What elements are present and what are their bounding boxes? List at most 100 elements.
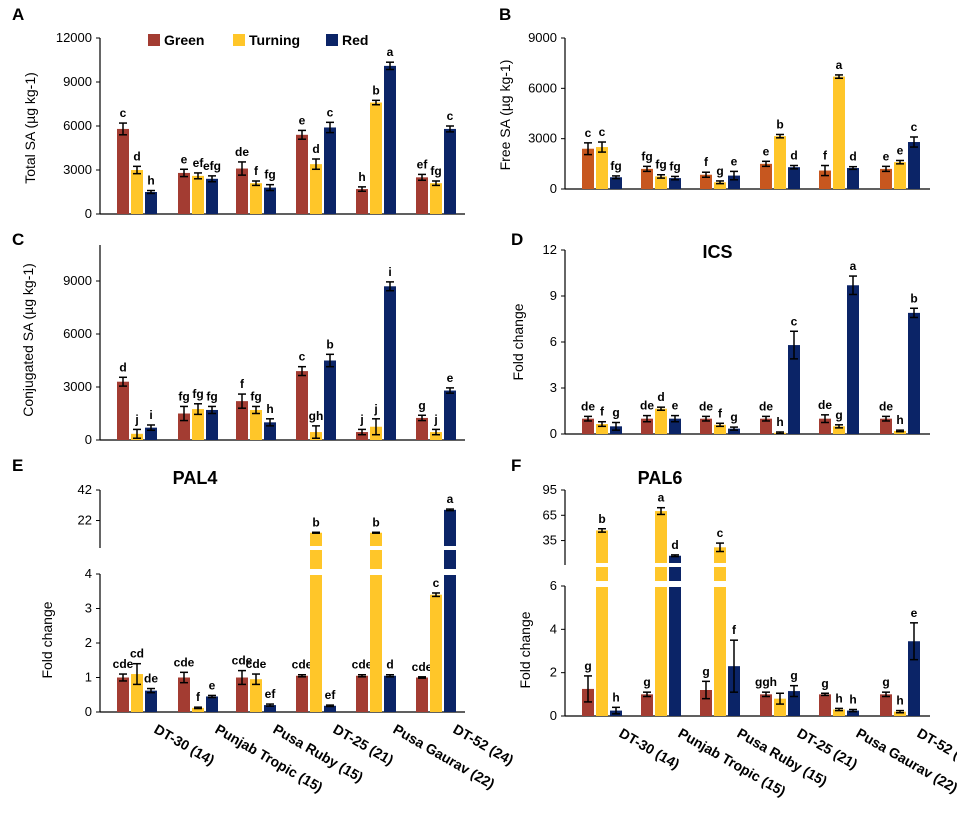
significance-letter: g [821, 676, 828, 690]
bar [430, 432, 442, 440]
bar [250, 679, 262, 712]
bar [728, 428, 740, 434]
significance-letter: g [730, 410, 737, 424]
significance-letter: f [240, 377, 245, 391]
y-tick-label: 0 [550, 708, 557, 723]
significance-letter: e [672, 399, 679, 413]
y-tick-label: 3 [85, 601, 92, 616]
bar [131, 170, 143, 214]
significance-letter: g [790, 669, 797, 683]
bar [908, 312, 920, 434]
significance-letter: i [388, 265, 391, 279]
significance-letter: h [835, 691, 842, 705]
bar [596, 424, 608, 434]
bar [669, 418, 681, 434]
bar [206, 696, 218, 712]
y-tick-label: 0 [85, 206, 92, 221]
significance-letter: efg [203, 159, 221, 173]
significance-letter: c [433, 576, 440, 590]
bar [669, 178, 681, 189]
significance-letter: h [776, 415, 783, 429]
significance-letter: fg [610, 159, 621, 173]
bar [250, 409, 262, 440]
panel-label-d: D [511, 230, 523, 249]
y-tick-label: 4 [85, 566, 92, 581]
significance-letter: b [326, 337, 333, 351]
significance-letter: fg [264, 168, 275, 182]
significance-letter: e [731, 154, 738, 168]
y-tick-label: 6000 [528, 80, 557, 95]
bar [833, 709, 845, 716]
significance-letter: c [911, 120, 918, 134]
legend-label-green: Green [164, 32, 204, 48]
axis-break-gap [595, 581, 609, 587]
significance-letter: de [581, 399, 595, 413]
legend-label-turning: Turning [249, 32, 300, 48]
bar [714, 547, 726, 716]
bar [250, 183, 262, 214]
bar [908, 142, 920, 189]
bar [819, 694, 831, 716]
significance-letter: d [119, 360, 126, 374]
y-axis-label: Total SA (µg kg-1) [22, 72, 38, 184]
significance-letter: cde [232, 654, 253, 668]
axis-break-gap [668, 581, 682, 587]
legend: Green Turning Red [148, 32, 368, 48]
chart-title: ICS [702, 242, 732, 262]
y-tick-label: 42 [78, 482, 92, 497]
bar [669, 555, 681, 716]
significance-letter: h [612, 690, 619, 704]
bar [880, 694, 892, 716]
bar [700, 690, 712, 716]
significance-letter: f [704, 155, 709, 169]
significance-letter: f [823, 149, 828, 163]
bar [444, 509, 456, 712]
bar [145, 690, 157, 712]
bar [582, 418, 594, 434]
bar [236, 401, 248, 440]
significance-letter: j [134, 412, 138, 426]
significance-letter: cde [292, 658, 313, 672]
panel-label-e: E [12, 456, 23, 475]
significance-letter: de [640, 399, 654, 413]
y-tick-label: 2 [85, 635, 92, 650]
significance-letter: f [196, 690, 201, 704]
bar [416, 417, 428, 440]
significance-letter: de [879, 399, 893, 413]
bar [310, 532, 322, 712]
y-tick-label: 9000 [528, 30, 557, 45]
y-tick-label: 6 [550, 578, 557, 593]
bar [264, 422, 276, 440]
bar [430, 594, 442, 712]
bar [192, 409, 204, 440]
significance-letter: e [209, 678, 216, 692]
significance-letter: e [911, 606, 918, 620]
significance-letter: b [910, 291, 917, 305]
bar [760, 418, 772, 434]
axis-break-gap [668, 563, 682, 567]
significance-letter: cde [352, 658, 373, 672]
bar [117, 128, 129, 214]
x-category-label: Punjab Tropic (15) [676, 725, 789, 800]
bar [296, 134, 308, 214]
bar [655, 511, 667, 716]
significance-letter: d [849, 150, 856, 164]
y-tick-label: 9000 [63, 273, 92, 288]
bar [641, 694, 653, 716]
significance-letter: d [657, 390, 664, 404]
bar [236, 677, 248, 712]
significance-letter: a [447, 492, 454, 506]
bar [356, 432, 368, 440]
bar [370, 102, 382, 214]
bar [880, 418, 892, 434]
significance-letter: cde [246, 657, 267, 671]
bar [760, 163, 772, 189]
bar [145, 192, 157, 214]
axis-break-gap [713, 563, 727, 567]
bar [236, 168, 248, 214]
y-tick-label: 22 [78, 513, 92, 528]
